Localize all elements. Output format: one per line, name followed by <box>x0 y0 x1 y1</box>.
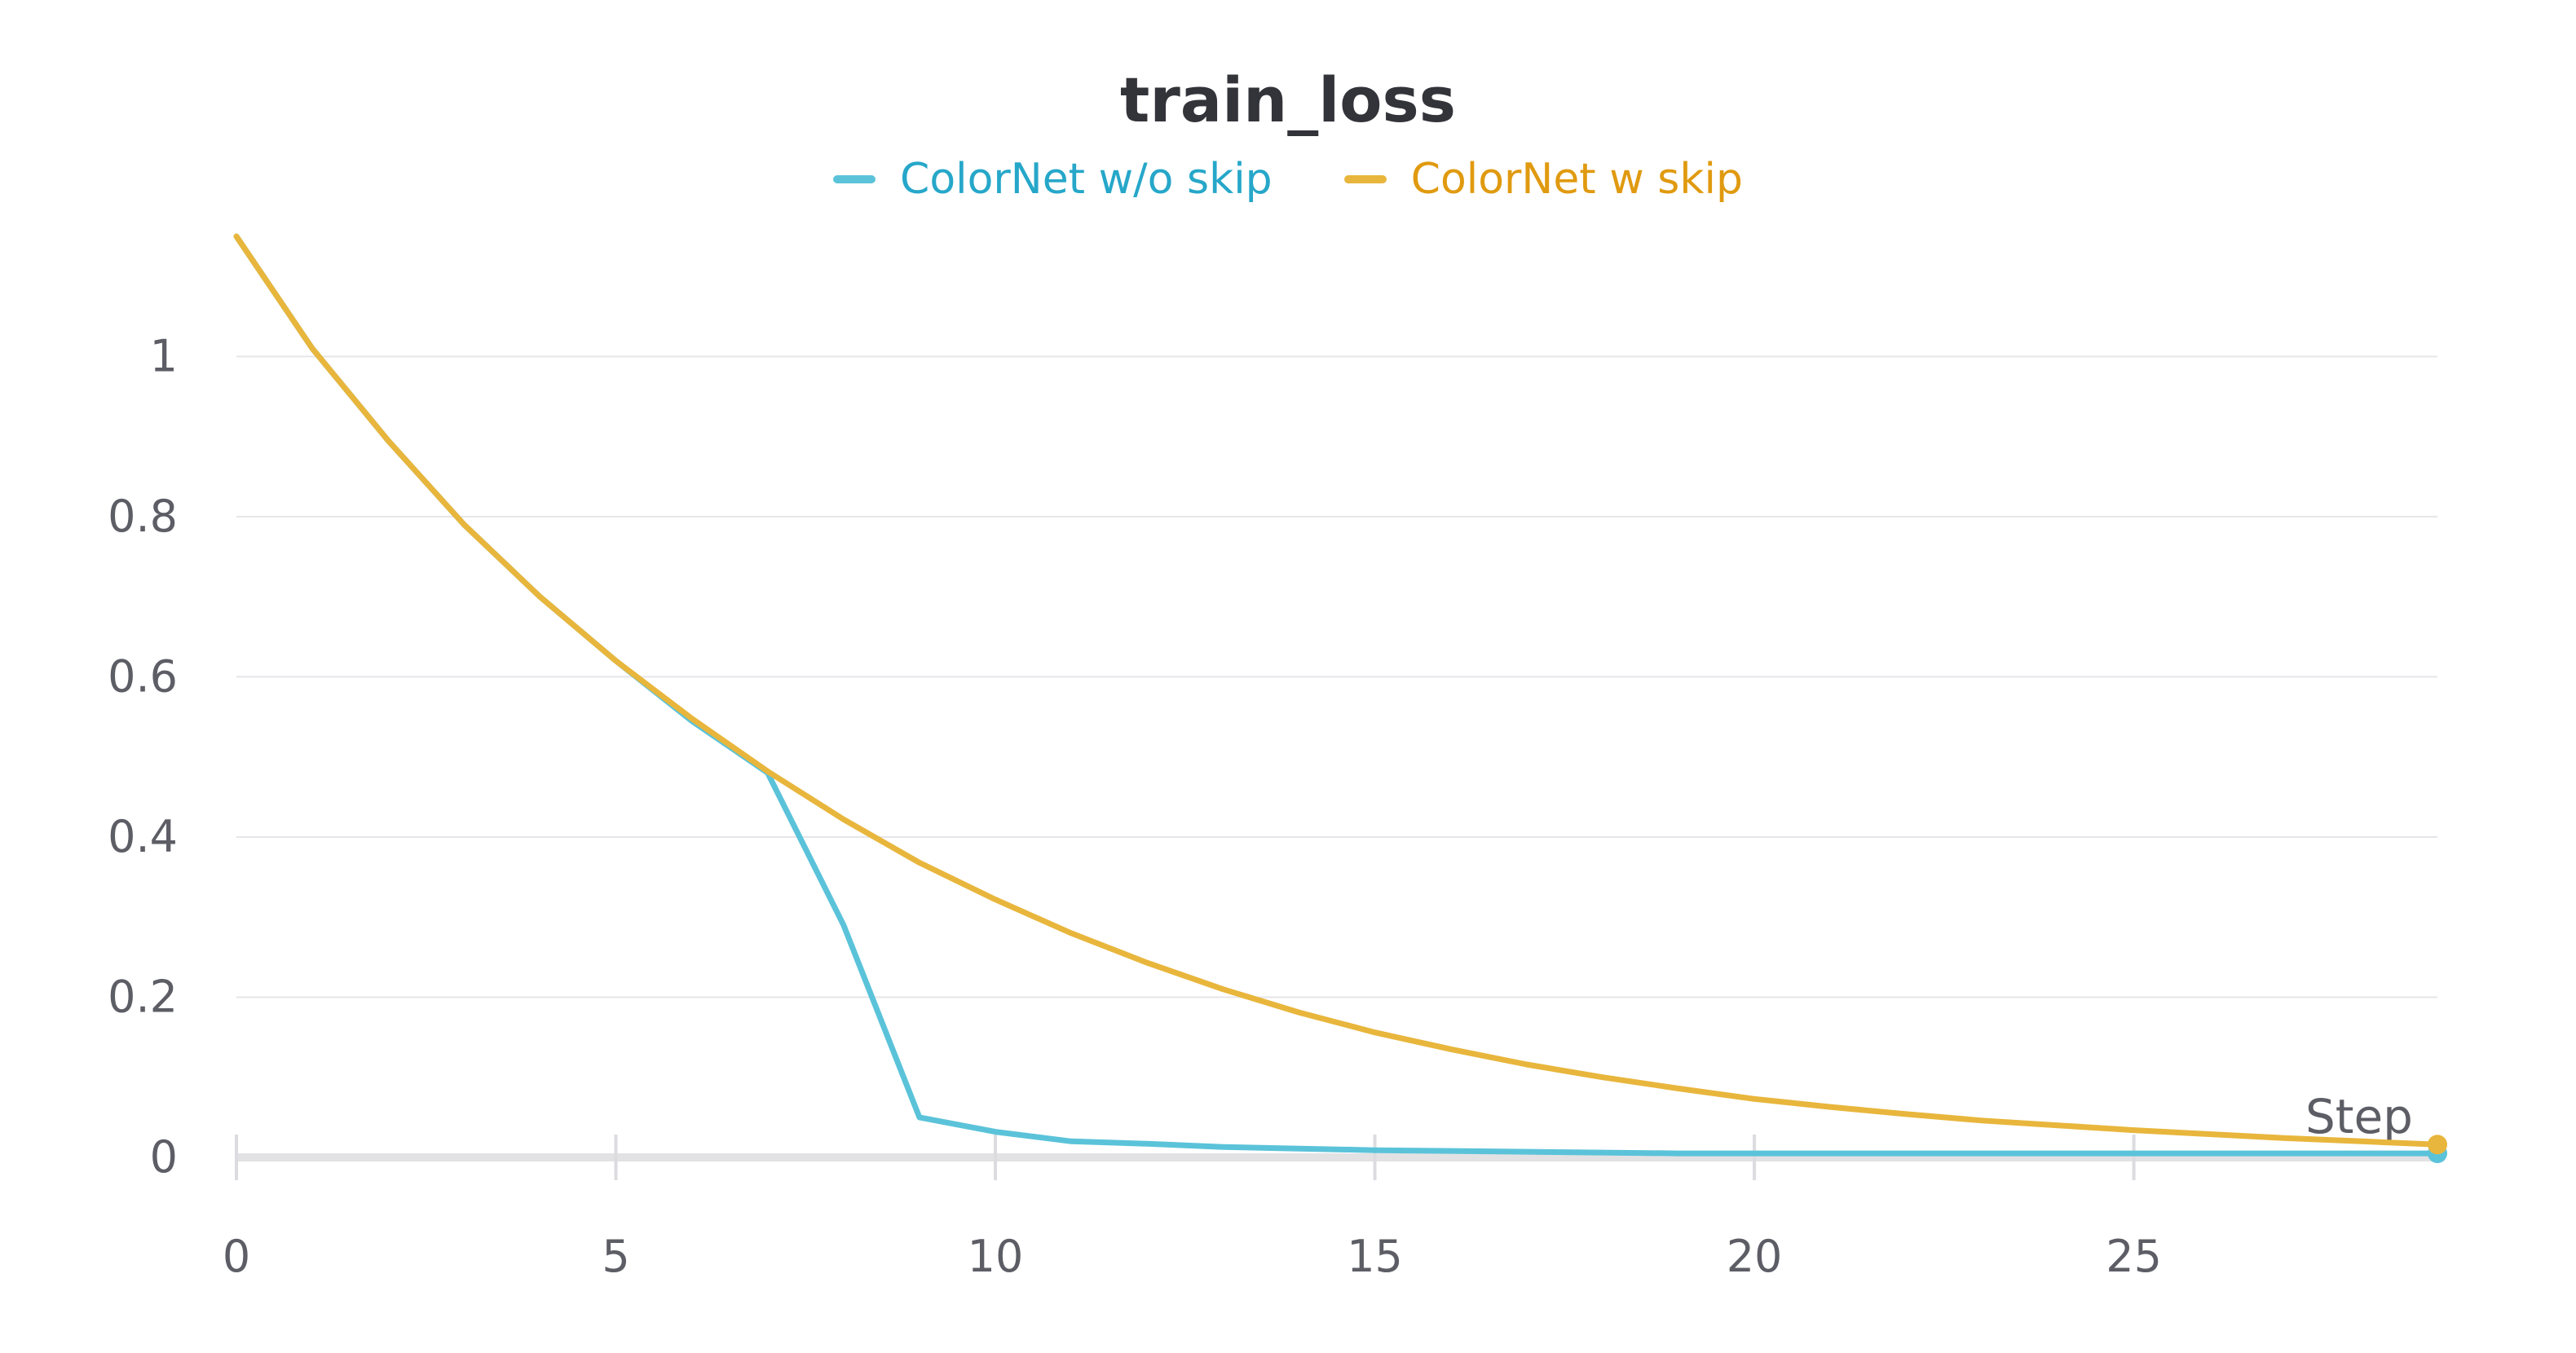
legend-label-series-0: ColorNet w/o skip <box>900 155 1273 204</box>
series-line-0 <box>233 233 2441 1157</box>
legend-item-series-0[interactable]: ColorNet w/o skip <box>833 155 1273 204</box>
y-tick-label-0: 0 <box>150 1131 178 1183</box>
y-tick-label-5: 1 <box>150 330 178 381</box>
legend-swatch-series-0 <box>833 175 876 183</box>
x-tick-label-5: 25 <box>2106 1231 2162 1282</box>
y-tick-label-3: 0.6 <box>108 650 178 702</box>
y-tick-label-4: 0.8 <box>108 491 178 542</box>
legend: ColorNet w/o skip ColorNet w skip <box>0 155 2576 204</box>
chart-title: train_loss <box>1120 64 1456 136</box>
x-axis-label: Step <box>2305 1089 2413 1144</box>
y-tick-label-1: 0.2 <box>108 971 178 1022</box>
x-tick-label-0: 0 <box>223 1231 250 1282</box>
x-tick-label-4: 20 <box>1727 1231 1783 1282</box>
legend-item-series-1[interactable]: ColorNet w skip <box>1343 155 1743 204</box>
series-end-marker-1 <box>2428 1135 2447 1155</box>
y-tick-label-2: 0.4 <box>108 811 178 862</box>
legend-label-series-1: ColorNet w skip <box>1410 155 1743 204</box>
x-tick-label-1: 5 <box>602 1231 629 1282</box>
x-tick-label-2: 10 <box>968 1231 1024 1282</box>
series-line-1 <box>233 233 2441 1148</box>
legend-swatch-series-1 <box>1343 175 1387 183</box>
x-tick-label-3: 15 <box>1347 1231 1403 1282</box>
